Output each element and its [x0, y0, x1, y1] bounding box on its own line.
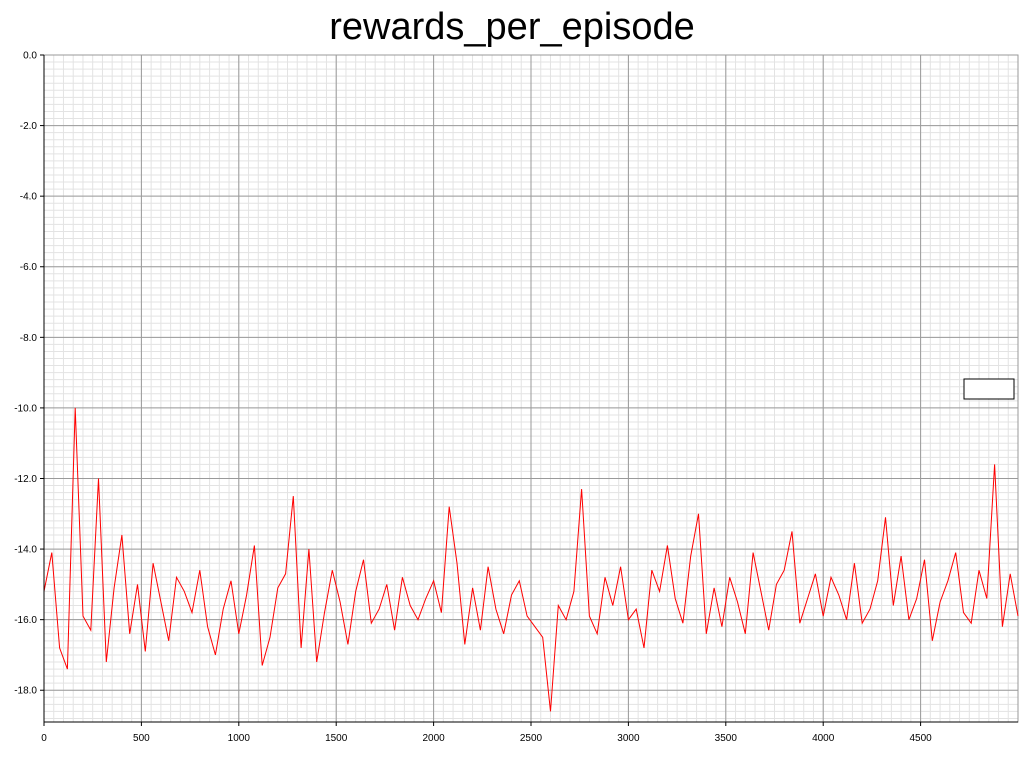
y-tick-label: -10.0 [14, 403, 37, 414]
x-tick-label: 1500 [325, 733, 348, 744]
y-tick-label: -16.0 [14, 615, 37, 626]
y-tick-label: -14.0 [14, 545, 37, 556]
x-tick-label: 2000 [422, 733, 445, 744]
x-tick-label: 3000 [617, 733, 640, 744]
series-line-0 [43, 407, 1019, 712]
legend [963, 378, 1015, 400]
y-tick-label: -18.0 [14, 686, 37, 697]
x-tick-label: 3500 [715, 733, 738, 744]
y-tick-label: -6.0 [20, 262, 38, 273]
chart-title: rewards_per_episode [329, 6, 695, 48]
x-tick-label: 0 [41, 733, 47, 744]
x-tick-label: 2500 [520, 733, 543, 744]
y-tick-label: 0.0 [23, 51, 37, 62]
y-tick-label: -2.0 [20, 121, 38, 132]
x-tick-label: 4000 [812, 733, 835, 744]
y-tick-label: -12.0 [14, 474, 37, 485]
y-tick-label: -4.0 [20, 192, 38, 203]
x-tick-label: 500 [133, 733, 150, 744]
series-layer [43, 407, 1019, 712]
tick-labels: 0 500 1000 1500 2000 2500 3000 3500 4000 4500 0.0 -… [14, 51, 932, 745]
x-tick-label: 4500 [909, 733, 932, 744]
y-tick-label: -8.0 [20, 333, 38, 344]
x-tick-label: 1000 [228, 733, 251, 744]
